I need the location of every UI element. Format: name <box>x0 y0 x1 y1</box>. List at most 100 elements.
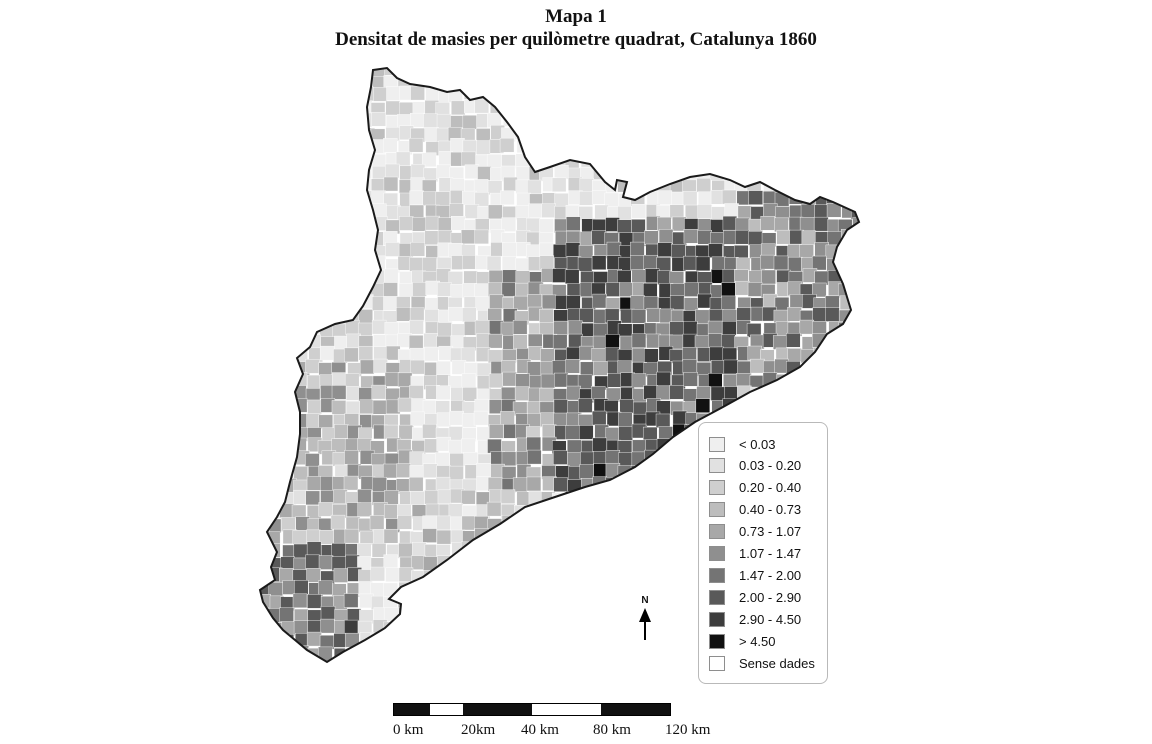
municipality-cell <box>812 126 827 141</box>
municipality-cell <box>344 450 359 465</box>
municipality-cell <box>268 349 283 364</box>
municipality-cell <box>564 269 580 285</box>
municipality-cell <box>384 372 400 387</box>
municipality-cell <box>617 100 632 115</box>
municipality-cell <box>681 556 697 571</box>
municipality-cell <box>551 503 567 518</box>
municipality-cell <box>656 371 671 387</box>
municipality-cell <box>515 257 530 273</box>
municipality-cell <box>529 595 545 611</box>
municipality-cell <box>670 593 685 608</box>
municipality-cell <box>319 529 334 545</box>
municipality-cell <box>828 569 843 584</box>
municipality-cell <box>436 515 451 531</box>
municipality-cell <box>344 373 360 388</box>
municipality-cell <box>606 583 622 598</box>
municipality-cell <box>321 297 336 313</box>
municipality-cell <box>698 191 713 206</box>
municipality-cell <box>722 86 738 102</box>
municipality-cell <box>566 385 581 401</box>
municipality-cell <box>330 514 346 530</box>
municipality-cell <box>851 322 859 338</box>
municipality-cell <box>528 647 544 662</box>
municipality-cell <box>282 177 298 193</box>
municipality-cell <box>260 401 268 416</box>
legend-item: 0.73 - 1.07 <box>709 523 801 541</box>
municipality-cell <box>474 516 489 531</box>
municipality-cell <box>423 463 438 478</box>
municipality-cell <box>461 661 477 662</box>
municipality-cell <box>656 593 672 609</box>
municipality-cell <box>839 385 855 401</box>
municipality-cell <box>697 204 712 219</box>
municipality-cell <box>618 646 634 662</box>
municipality-cell <box>292 283 307 298</box>
municipality-cell <box>710 86 725 101</box>
municipality-cell <box>812 68 828 76</box>
municipality-cell <box>462 569 478 584</box>
municipality-cell <box>268 114 283 129</box>
municipality-cell <box>260 89 269 104</box>
municipality-cell <box>294 580 309 595</box>
municipality-cell <box>527 101 543 117</box>
municipality-cell <box>424 647 440 662</box>
municipality-cell <box>826 556 841 571</box>
municipality-cell <box>632 167 647 182</box>
legend-item: 2.90 - 4.50 <box>709 610 801 628</box>
municipality-cell <box>685 89 700 105</box>
municipality-cell <box>487 477 503 492</box>
municipality-cell <box>515 166 531 181</box>
municipality-cell <box>542 544 557 559</box>
municipality-cell <box>424 68 439 78</box>
municipality-cell <box>828 164 843 179</box>
municipality-cell <box>694 68 710 76</box>
municipality-cell <box>500 68 516 76</box>
municipality-cell <box>827 412 843 428</box>
municipality-cell <box>578 531 593 546</box>
municipality-cell <box>841 543 856 558</box>
municipality-cell <box>462 190 477 206</box>
municipality-cell <box>618 452 633 467</box>
municipality-cell <box>292 164 307 180</box>
municipality-cell <box>281 165 297 181</box>
municipality-cell <box>669 385 684 400</box>
municipality-cell <box>827 464 843 479</box>
municipality-cell <box>477 554 493 569</box>
municipality-cell <box>826 596 842 612</box>
municipality-cell <box>565 242 581 257</box>
municipality-cell <box>657 633 672 648</box>
municipality-cell <box>424 230 439 245</box>
municipality-cell <box>474 566 489 582</box>
municipality-cell <box>448 503 464 518</box>
municipality-cell <box>320 490 335 505</box>
municipality-cell <box>841 401 856 416</box>
municipality-cell <box>683 388 698 403</box>
municipality-cell <box>501 386 516 402</box>
municipality-cell <box>410 491 425 506</box>
municipality-cell <box>260 271 268 286</box>
municipality-cell <box>318 555 334 570</box>
municipality-cell <box>697 293 712 309</box>
municipality-cell <box>409 319 424 335</box>
municipality-cell <box>396 463 411 478</box>
municipality-cell <box>423 607 439 622</box>
municipality-cell <box>685 68 700 78</box>
municipality-cell <box>282 374 297 390</box>
municipality-cell <box>410 411 425 427</box>
municipality-cell <box>513 334 528 349</box>
municipality-cell <box>789 294 805 309</box>
municipality-cell <box>345 294 360 309</box>
municipality-cell <box>291 190 307 206</box>
municipality-cell <box>260 570 269 586</box>
municipality-cell <box>551 73 567 88</box>
municipality-cell <box>539 242 554 258</box>
municipality-cell <box>761 127 777 142</box>
municipality-cell <box>500 321 516 337</box>
municipality-cell <box>462 387 477 402</box>
municipality-cell <box>383 528 399 544</box>
municipality-cell <box>526 516 541 532</box>
municipality-cell <box>762 101 777 117</box>
municipality-cell <box>735 217 750 233</box>
municipality-cell <box>515 282 530 298</box>
municipality-cell <box>308 284 324 299</box>
